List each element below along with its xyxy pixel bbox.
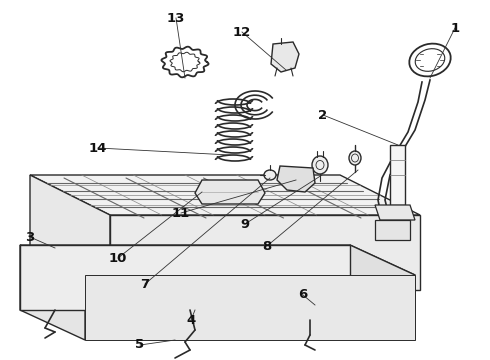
- Polygon shape: [30, 175, 110, 290]
- Text: 1: 1: [450, 22, 460, 35]
- Text: 5: 5: [135, 338, 145, 351]
- Text: 8: 8: [262, 239, 271, 252]
- Text: 2: 2: [318, 108, 327, 122]
- Polygon shape: [110, 215, 420, 290]
- Text: 10: 10: [109, 252, 127, 265]
- Text: 6: 6: [298, 288, 308, 302]
- Polygon shape: [390, 145, 405, 205]
- Text: 13: 13: [167, 12, 185, 24]
- Polygon shape: [277, 166, 315, 192]
- Polygon shape: [375, 220, 410, 240]
- Polygon shape: [30, 175, 420, 215]
- Polygon shape: [195, 180, 265, 204]
- Text: 3: 3: [25, 230, 35, 243]
- Text: 14: 14: [89, 141, 107, 154]
- Polygon shape: [350, 245, 415, 340]
- Polygon shape: [20, 245, 415, 275]
- Polygon shape: [271, 42, 299, 72]
- Text: 4: 4: [186, 314, 196, 327]
- Polygon shape: [20, 245, 85, 340]
- Text: 12: 12: [233, 26, 251, 39]
- Polygon shape: [20, 245, 350, 310]
- Text: 7: 7: [141, 278, 149, 291]
- Ellipse shape: [312, 156, 328, 174]
- Polygon shape: [375, 205, 415, 220]
- Polygon shape: [85, 275, 415, 340]
- Text: 11: 11: [172, 207, 190, 220]
- Text: 9: 9: [241, 217, 249, 230]
- Ellipse shape: [349, 151, 361, 165]
- Ellipse shape: [278, 52, 292, 64]
- Ellipse shape: [264, 170, 276, 180]
